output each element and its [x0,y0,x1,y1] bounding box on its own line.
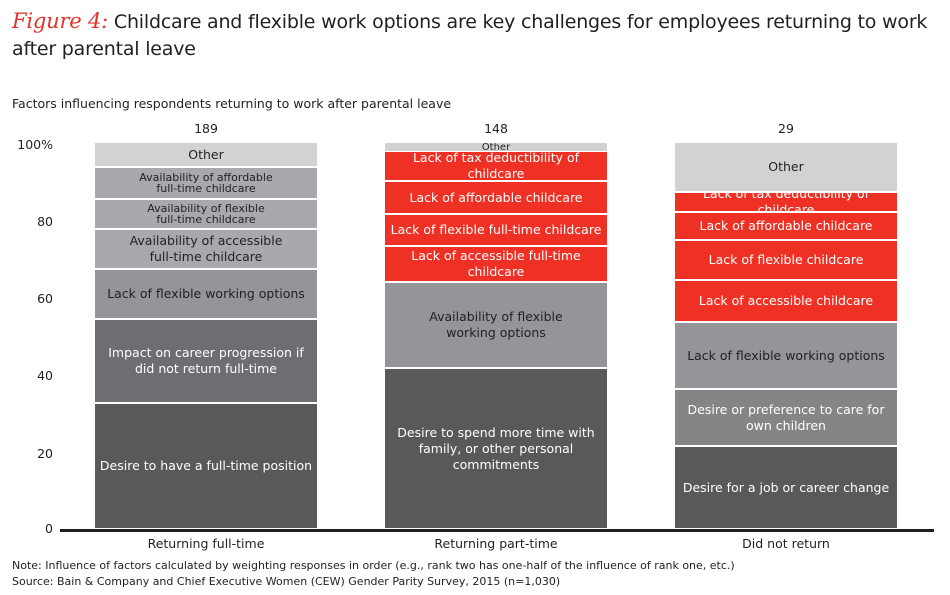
chart-title: Figure 4: Childcare and flexible work op… [12,8,942,63]
segment: Lack of affordable childcare [675,213,897,241]
segment: Other [385,143,607,152]
segment: Availability of flexible working options [385,283,607,369]
segment: Impact on career progression if did not … [95,320,317,404]
title-text: Childcare and flexible work options are … [12,11,928,60]
segment: Lack of accessible childcare [675,281,897,323]
bar-returning-full-time: 189 Desire to have a full-time position … [95,121,317,530]
segment: Lack of flexible working options [675,323,897,390]
source-note: Source: Bain & Company and Chief Executi… [12,575,561,588]
segment: Availability of affordable full-time chi… [95,168,317,200]
y-tick-100: 100% [17,137,53,152]
segment: Desire to spend more time with family, o… [385,369,607,530]
segment: Lack of tax deductibility of childcare [385,152,607,182]
figure-label: Figure 4: [12,9,109,33]
footnote: Note: Influence of factors calculated by… [12,559,735,572]
segment: Desire to have a full-time position [95,404,317,530]
segment: Desire for a job or career change [675,447,897,530]
segment: Other [95,143,317,168]
segment: Availability of flexible full-time child… [95,200,317,230]
x-label-returning-part-time: Returning part-time [434,536,558,551]
segment: Lack of flexible full-time childcare [385,215,607,247]
bar-returning-part-time: 148 Desire to spend more time with famil… [385,121,607,530]
x-label-returning-full-time: Returning full-time [147,536,265,551]
bar-did-not-return: 29 Desire for a job or career change Des… [675,121,897,530]
x-axis-line [60,529,934,532]
segment: Lack of accessible full-time childcare [385,247,607,283]
chart-subtitle: Factors influencing respondents returnin… [12,96,452,111]
y-tick-60: 60 [37,291,53,306]
y-tick-0: 0 [45,521,53,536]
segment: Desire or preference to care for own chi… [675,390,897,447]
bar-count: 189 [194,121,218,136]
x-label-did-not-return: Did not return [742,536,830,551]
segment: Lack of flexible childcare [675,241,897,281]
bar-count: 29 [778,121,794,136]
segment: Lack of affordable childcare [385,182,607,215]
segment: Lack of tax deductibility of childcare [675,193,897,213]
segment: Lack of flexible working options [95,270,317,320]
y-tick-20: 20 [37,446,53,461]
bar-count: 148 [484,121,508,136]
segment: Other [675,143,897,193]
y-tick-80: 80 [37,214,53,229]
y-tick-40: 40 [37,368,53,383]
segment: Availability of accessible full-time chi… [95,230,317,270]
